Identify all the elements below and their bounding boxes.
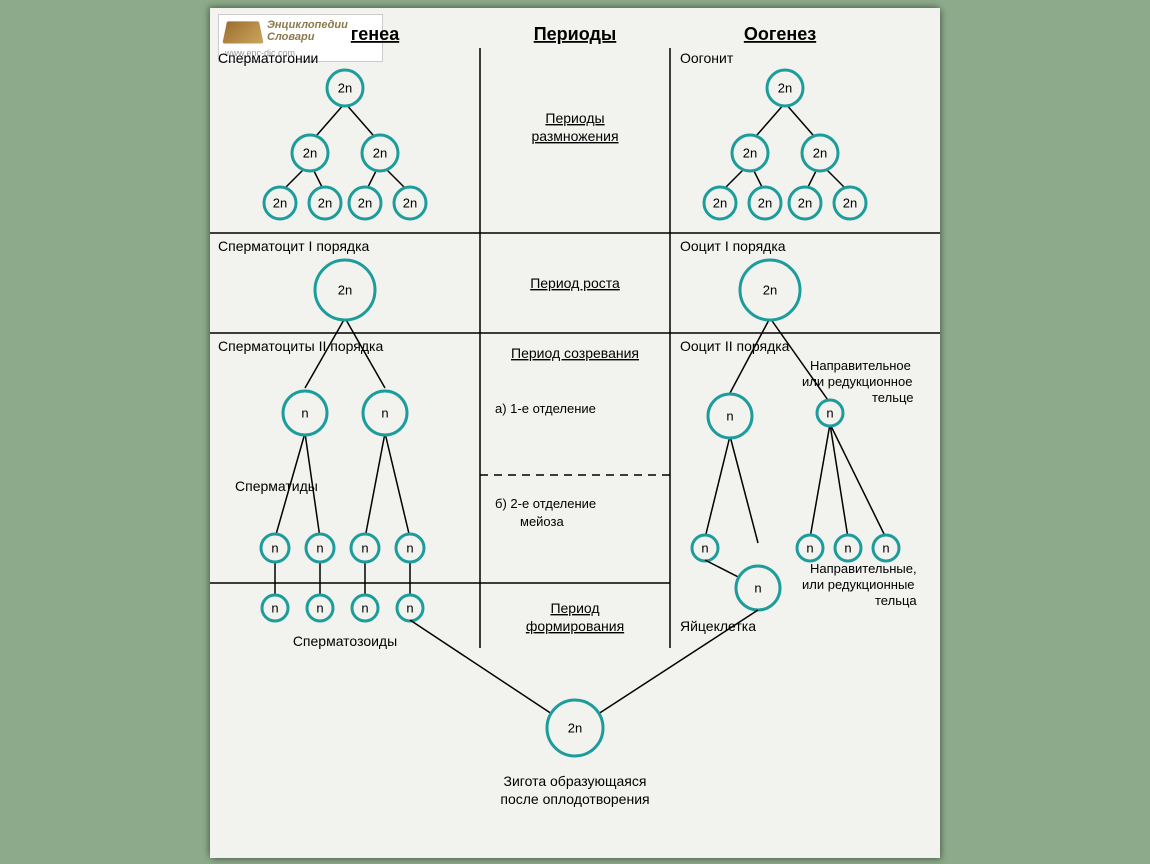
period-3b1: б) 2-е отделение — [495, 496, 596, 511]
zygote-link-left — [410, 620, 558, 718]
svg-text:n: n — [361, 541, 368, 556]
diagram-svg: генеа Периоды Оогенез Периоды размножени… — [210, 8, 940, 858]
right-note-2b: или редукционные — [802, 577, 915, 592]
heading-right: Оогенез — [744, 24, 816, 44]
svg-text:n: n — [406, 601, 413, 616]
zygote-text-2: после оплодотворения — [500, 791, 649, 807]
right-note-1c: тельце — [872, 390, 914, 405]
left-tree: 2n 2n 2n 2n 2n 2n 2n — [264, 70, 426, 219]
left-maturation: n n — [275, 391, 410, 538]
heading-center: Периоды — [534, 24, 617, 44]
svg-text:2n: 2n — [713, 196, 727, 211]
zygote-text-1: Зигота образующаяся — [504, 773, 647, 789]
svg-text:n: n — [316, 601, 323, 616]
svg-text:2n: 2n — [373, 146, 387, 161]
svg-text:n: n — [806, 541, 813, 556]
period-3b2: мейоза — [520, 514, 564, 529]
svg-text:2n: 2n — [758, 196, 772, 211]
right-note-1a: Направительное — [810, 358, 911, 373]
left-stage-2: Сперматоцит I порядка — [218, 238, 370, 254]
svg-text:n: n — [826, 406, 833, 421]
right-stage-3: Ооцит II порядка — [680, 338, 790, 354]
svg-text:2n: 2n — [338, 81, 352, 96]
right-egg: n — [705, 560, 780, 610]
right-maturation: n n — [705, 394, 886, 543]
svg-text:n: n — [844, 541, 851, 556]
period-3a: а) 1-е отделение — [495, 401, 596, 416]
left-stage-3: Сперматоциты II порядка — [218, 338, 383, 354]
svg-text:2n: 2n — [813, 146, 827, 161]
left-spermatids: n n n n — [261, 534, 424, 598]
svg-text:2n: 2n — [798, 196, 812, 211]
svg-text:n: n — [701, 541, 708, 556]
svg-text:2n: 2n — [403, 196, 417, 211]
svg-text:n: n — [316, 541, 323, 556]
svg-text:n: n — [754, 581, 761, 596]
svg-text:2n: 2n — [318, 196, 332, 211]
svg-text:2n: 2n — [763, 283, 777, 298]
left-spermatozoids: n n n n — [262, 595, 423, 621]
period-4b: формирования — [526, 618, 624, 634]
svg-text:n: n — [361, 601, 368, 616]
right-note-2a: Направительные, — [810, 561, 917, 576]
svg-text:2n: 2n — [338, 283, 352, 298]
svg-text:n: n — [882, 541, 889, 556]
svg-text:n: n — [301, 406, 308, 421]
period-4a: Период — [550, 600, 599, 616]
svg-text:2n: 2n — [743, 146, 757, 161]
svg-text:2n: 2n — [303, 146, 317, 161]
svg-text:n: n — [271, 541, 278, 556]
svg-text:n: n — [726, 409, 733, 424]
right-stage-5: Яйцеклетка — [680, 618, 756, 634]
right-stage-1: Оогонит — [680, 50, 734, 66]
left-growth: 2n — [305, 260, 385, 388]
left-stage-1: Сперматогонии — [218, 50, 318, 66]
right-note-2c: тельца — [875, 593, 917, 608]
svg-text:2n: 2n — [358, 196, 372, 211]
right-stage-2: Ооцит I порядка — [680, 238, 786, 254]
diagram-container: Энциклопедии Словари www.enc-dic.com ген… — [210, 8, 940, 858]
heading-left: генеа — [351, 24, 400, 44]
right-polar-bodies-2: n n n n — [692, 535, 899, 561]
period-2: Период роста — [530, 275, 620, 291]
svg-text:n: n — [271, 601, 278, 616]
svg-text:n: n — [381, 406, 388, 421]
svg-text:n: n — [406, 541, 413, 556]
left-stage-5: Сперматозоиды — [293, 633, 397, 649]
period-3: Период созревания — [511, 345, 639, 361]
period-1b: размножения — [531, 128, 618, 144]
left-stage-4: Сперматиды — [235, 478, 318, 494]
svg-text:2n: 2n — [778, 81, 792, 96]
svg-text:2n: 2n — [273, 196, 287, 211]
right-note-1b: или редукционное — [802, 374, 912, 389]
period-1a: Периоды — [545, 110, 604, 126]
svg-text:2n: 2n — [843, 196, 857, 211]
right-tree: 2n 2n 2n 2n 2n 2n 2n — [704, 70, 866, 219]
zygote-node-label: 2n — [568, 721, 582, 736]
